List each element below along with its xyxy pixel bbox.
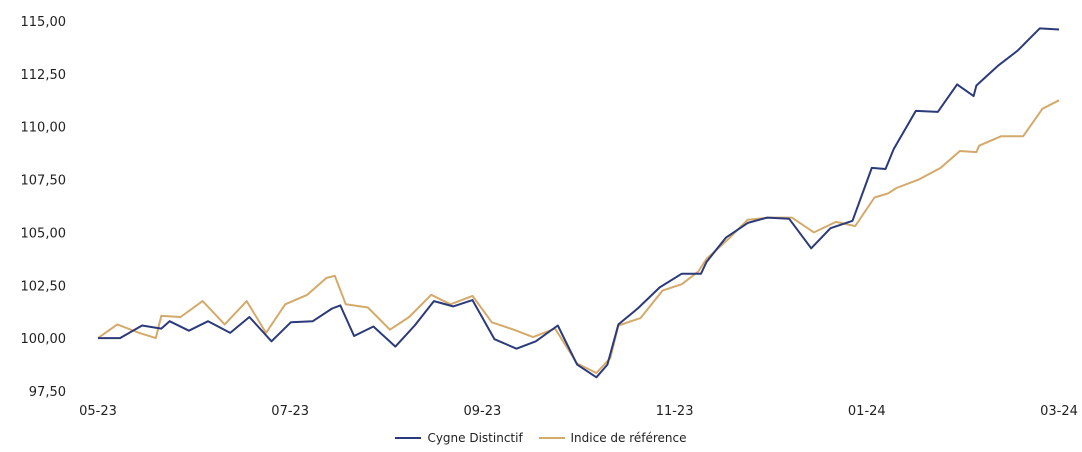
legend-item-cygne-distinctif: Cygne Distinctif [395,431,523,445]
x-tick-label: 11-23 [656,404,694,419]
x-tick-label: 01-24 [848,404,886,419]
x-tick-label: 03-24 [1040,404,1078,419]
legend-swatch [538,437,565,439]
x-tick-label: 09-23 [464,404,502,419]
y-tick-label: 105,00 [21,226,67,241]
legend-label: Indice de référence [570,431,687,445]
series-line-cygne-distinctif [98,27,1060,379]
series-line-indice-de-reference [97,99,1060,374]
y-tick-label: 100,00 [21,332,67,347]
y-tick-label: 115,00 [21,15,67,30]
y-tick-label: 107,50 [21,174,67,189]
legend: Cygne Distinctif Indice de référence [0,428,1082,445]
x-axis: 05-23 07-23 09-23 11-23 01-24 03-24 [79,404,1078,419]
x-tick-label: 05-23 [79,404,117,419]
y-tick-label: 110,00 [21,121,67,136]
x-tick-label: 07-23 [271,404,309,419]
y-tick-label: 102,50 [21,279,67,294]
legend-label: Cygne Distinctif [427,431,523,445]
series-lines [97,27,1060,379]
legend-swatch [395,437,422,439]
legend-item-indice-de-reference: Indice de référence [538,431,687,445]
y-tick-label: 97,50 [29,385,66,400]
y-axis: 97,50 100,00 102,50 105,00 107,50 110,00 112,5… [21,15,67,400]
y-tick-label: 112,50 [21,68,67,83]
